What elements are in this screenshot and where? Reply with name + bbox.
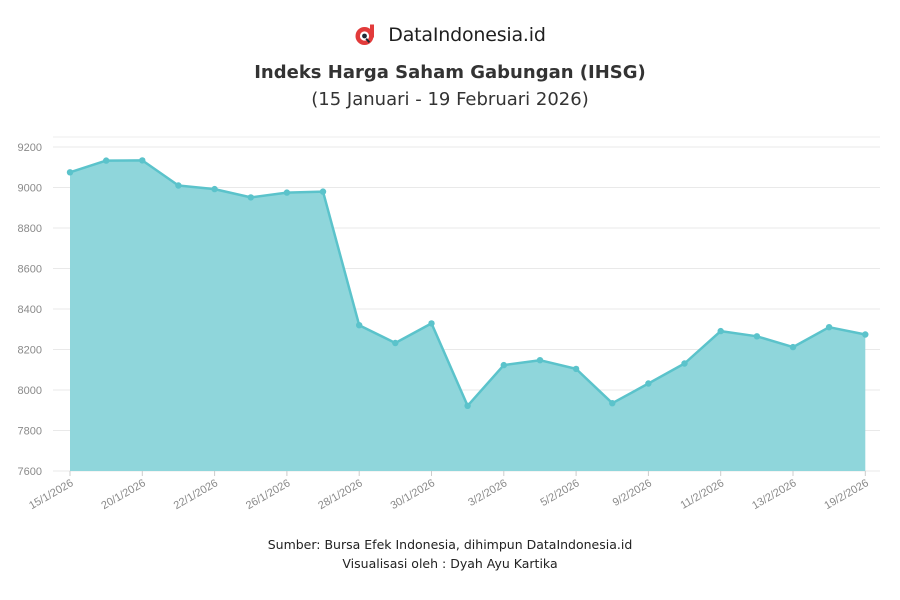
x-tick-label: 3/2/2026 xyxy=(466,477,509,509)
x-tick-label: 28/1/2026 xyxy=(316,477,364,512)
y-tick-label: 8200 xyxy=(18,345,42,357)
chart-title: Indeks Harga Saham Gabungan (IHSG) xyxy=(254,62,646,83)
y-tick-label: 9200 xyxy=(18,142,42,154)
y-tick-label: 9000 xyxy=(18,183,42,195)
x-tick-label: 11/2/2026 xyxy=(679,477,727,511)
dataindonesia-logo-icon xyxy=(355,24,375,45)
data-point xyxy=(103,157,110,164)
x-tick-label: 20/1/2026 xyxy=(99,477,147,512)
x-tick-label: 5/2/2026 xyxy=(539,477,582,509)
x-tick-label: 15/1/2026 xyxy=(27,477,75,512)
x-tick-label: 19/2/2026 xyxy=(822,477,870,512)
data-point xyxy=(825,324,833,331)
data-point xyxy=(319,188,327,195)
data-point xyxy=(681,360,688,367)
brand-name: DataIndonesia.id xyxy=(388,24,546,46)
data-point xyxy=(175,182,182,189)
data-point xyxy=(609,400,616,407)
x-tick-label: 26/1/2026 xyxy=(244,477,292,512)
x-tick-label: 13/2/2026 xyxy=(750,477,798,512)
brand-header: DataIndonesia.id xyxy=(0,20,900,50)
data-point xyxy=(392,339,399,347)
data-point xyxy=(862,331,869,338)
data-point xyxy=(211,185,218,193)
data-point xyxy=(717,327,724,335)
ihsg-area-chart: 7600 7800 8000 8200 8400 8600 8800 9000 9200 15/1… xyxy=(18,136,880,512)
data-point xyxy=(789,343,797,351)
y-tick-label: 7600 xyxy=(18,466,42,478)
data-point xyxy=(645,380,652,387)
data-point xyxy=(464,402,471,409)
y-tick-label: 8800 xyxy=(18,223,42,235)
data-point xyxy=(428,320,435,327)
data-point xyxy=(283,189,291,196)
data-point xyxy=(356,322,363,329)
source-note: Sumber: Bursa Efek Indonesia, dihimpun D… xyxy=(267,537,633,552)
y-tick-label: 8600 xyxy=(18,264,42,276)
data-point xyxy=(500,361,507,369)
y-tick-label: 8000 xyxy=(18,385,42,397)
chart-subtitle: (15 Januari - 19 Februari 2026) xyxy=(311,89,589,110)
y-tick-label: 8400 xyxy=(18,304,42,316)
data-point xyxy=(139,157,146,164)
x-tick-label: 9/2/2026 xyxy=(611,477,654,509)
data-point xyxy=(572,365,580,373)
y-tick-label: 7800 xyxy=(18,426,42,438)
x-tick-label: 30/1/2026 xyxy=(389,477,437,512)
series-area-fill xyxy=(70,160,866,471)
data-point xyxy=(247,194,254,201)
x-tick-label: 22/1/2026 xyxy=(172,477,220,512)
data-point xyxy=(753,333,761,340)
data-point xyxy=(536,357,544,364)
credit-note: Visualisasi oleh : Dyah Ayu Kartika xyxy=(342,556,558,571)
data-point xyxy=(66,169,74,176)
